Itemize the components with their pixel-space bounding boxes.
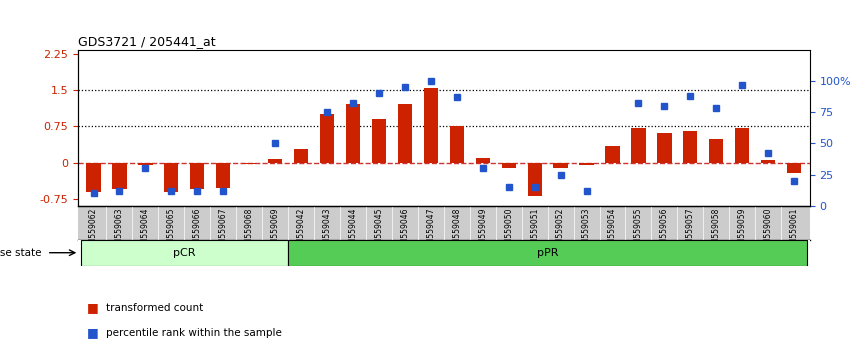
Bar xyxy=(501,162,516,169)
Bar xyxy=(139,162,152,165)
Text: GSM559047: GSM559047 xyxy=(426,207,436,254)
Bar xyxy=(527,162,542,196)
Text: percentile rank within the sample: percentile rank within the sample xyxy=(106,328,281,338)
Text: ■: ■ xyxy=(87,302,99,314)
Text: GSM559049: GSM559049 xyxy=(478,207,488,254)
Bar xyxy=(475,158,490,162)
Text: GSM559043: GSM559043 xyxy=(322,207,332,254)
Bar xyxy=(346,104,360,162)
Bar xyxy=(423,88,438,162)
Text: GSM559057: GSM559057 xyxy=(686,207,695,254)
Bar xyxy=(657,133,671,162)
Bar xyxy=(320,114,334,162)
Text: GSM559069: GSM559069 xyxy=(271,207,280,254)
Text: GSM559042: GSM559042 xyxy=(296,207,306,254)
Text: GSM559055: GSM559055 xyxy=(634,207,643,254)
Text: GSM559052: GSM559052 xyxy=(556,207,565,254)
Bar xyxy=(761,160,775,162)
Bar xyxy=(294,149,308,162)
Text: GSM559059: GSM559059 xyxy=(738,207,746,254)
Text: GSM559066: GSM559066 xyxy=(193,207,202,254)
Text: GSM559054: GSM559054 xyxy=(608,207,617,254)
Bar xyxy=(631,128,645,162)
Bar xyxy=(81,240,288,266)
Text: GSM559062: GSM559062 xyxy=(89,207,98,254)
Text: GSM559048: GSM559048 xyxy=(452,207,462,254)
Bar xyxy=(787,162,801,173)
Bar xyxy=(449,126,464,162)
Text: GSM559064: GSM559064 xyxy=(141,207,150,254)
Text: GSM559067: GSM559067 xyxy=(219,207,228,254)
Text: transformed count: transformed count xyxy=(106,303,203,313)
Text: GDS3721 / 205441_at: GDS3721 / 205441_at xyxy=(78,35,216,48)
Text: GSM559053: GSM559053 xyxy=(582,207,591,254)
Bar xyxy=(268,159,282,162)
Text: GSM559044: GSM559044 xyxy=(348,207,358,254)
Text: pCR: pCR xyxy=(173,248,196,258)
Bar xyxy=(87,162,100,192)
Text: disease state: disease state xyxy=(0,248,42,258)
Text: GSM559063: GSM559063 xyxy=(115,207,124,254)
Bar xyxy=(216,162,230,188)
Text: GSM559065: GSM559065 xyxy=(167,207,176,254)
Bar xyxy=(683,131,697,162)
Bar xyxy=(553,162,568,169)
Bar xyxy=(397,104,412,162)
Text: GSM559061: GSM559061 xyxy=(790,207,798,254)
Bar xyxy=(709,138,723,162)
Bar xyxy=(242,162,256,164)
Bar xyxy=(372,119,386,162)
Text: GSM559056: GSM559056 xyxy=(660,207,669,254)
Bar xyxy=(605,146,620,162)
Bar xyxy=(735,128,749,162)
Bar xyxy=(191,162,204,189)
Text: GSM559051: GSM559051 xyxy=(530,207,540,254)
Text: GSM559045: GSM559045 xyxy=(374,207,384,254)
Text: ■: ■ xyxy=(87,326,99,339)
Text: pPR: pPR xyxy=(537,248,559,258)
Text: GSM559046: GSM559046 xyxy=(400,207,410,254)
Text: GSM559060: GSM559060 xyxy=(764,207,772,254)
Bar xyxy=(579,162,594,165)
Text: GSM559068: GSM559068 xyxy=(245,207,254,254)
Text: GSM559050: GSM559050 xyxy=(504,207,514,254)
Bar xyxy=(165,162,178,192)
Text: GSM559058: GSM559058 xyxy=(712,207,721,254)
Bar xyxy=(113,162,126,189)
Bar xyxy=(288,240,807,266)
